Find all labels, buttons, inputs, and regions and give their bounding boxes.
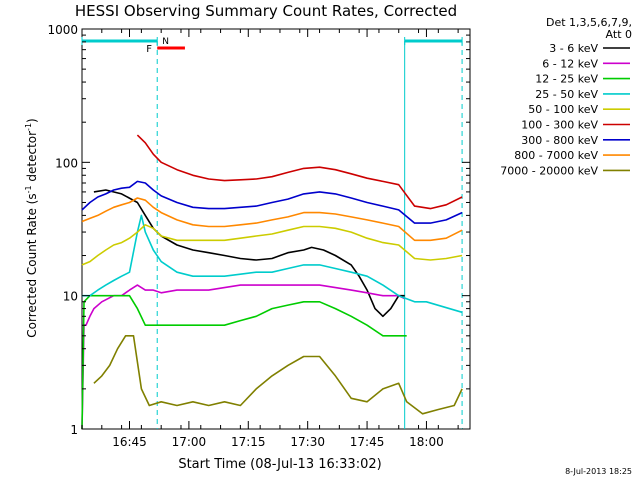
legend-entry-label: 800 - 7000 keV [514, 149, 598, 162]
plot-frame [81, 28, 471, 430]
legend-entry-label: 25 - 50 keV [535, 88, 598, 101]
axes: 1 10 100 1000 16:45 17:00 17:15 17:30 17:45 18:00 [47, 23, 470, 449]
plot-area [81, 28, 471, 430]
series-line-6-12-kev [81, 284, 406, 430]
legend-entry-label: 6 - 12 keV [542, 57, 598, 70]
series-line-800-7000-kev [81, 197, 463, 242]
legend-entry-label: 7000 - 20000 keV [500, 164, 598, 177]
series-line-300-800-kev [81, 180, 463, 224]
legend-entry-label: 12 - 25 keV [535, 73, 598, 86]
y-axis-label-exp-2: -1 [24, 123, 33, 131]
chart-title: HESSI Observing Summary Count Rates, Cor… [75, 2, 457, 20]
x-axis-label: Start Time (08-Jul-13 16:33:02) [178, 457, 381, 472]
x-tick-label: 17:15 [231, 435, 266, 449]
series-line-12-25-kev [81, 294, 407, 430]
series-layer [81, 134, 463, 430]
legend: Det 1,3,5,6,7,9,Att 0 3 - 6 keV 6 - 12 keV… [500, 16, 632, 177]
series-line-7000-20000-kev [93, 334, 463, 415]
legend-entry-label: 100 - 300 keV [521, 119, 598, 132]
legend-entry-label: 300 - 800 keV [521, 134, 598, 147]
legend-header-line-2: Att 0 [606, 28, 632, 41]
x-tick-label: 17:45 [350, 435, 385, 449]
flag-f-label: F [146, 44, 152, 55]
series-line-100-300-kev [136, 134, 463, 210]
x-tick-label: 18:00 [409, 435, 444, 449]
annotations: FN [81, 37, 463, 429]
series-line-50-100-kev [81, 224, 463, 266]
series-line-25-50-kev [82, 214, 463, 314]
y-axis-label-end: ) [25, 118, 39, 123]
timestamp: 8-Jul-2013 18:25 [565, 467, 632, 476]
y-axis-label-exp-1: -1 [24, 185, 33, 193]
y-tick-label: 10 [63, 290, 78, 304]
legend-header-line-1: Det 1,3,5,6,7,9, [546, 16, 632, 29]
y-tick-label: 1000 [47, 23, 78, 37]
x-tick-label: 17:00 [172, 435, 207, 449]
y-axis-label-main: Corrected Count Rate (s [25, 193, 39, 337]
legend-entry-label: 50 - 100 keV [528, 103, 598, 116]
y-axis-label-mid: detector [25, 131, 39, 186]
flag-n-label: N [162, 37, 169, 47]
svg-text:Corrected Count Rate (s-1 dete: Corrected Count Rate (s-1 detector-1) [24, 118, 39, 337]
y-tick-label: 100 [55, 156, 78, 170]
x-tick-label: 16:45 [112, 435, 147, 449]
x-tick-label: 17:30 [290, 435, 325, 449]
y-axis-label: Corrected Count Rate (s-1 detector-1) [24, 118, 39, 337]
legend-entry-label: 3 - 6 keV [549, 42, 598, 55]
series-line-3-6-kev [93, 189, 405, 318]
y-tick-label: 1 [70, 423, 78, 437]
